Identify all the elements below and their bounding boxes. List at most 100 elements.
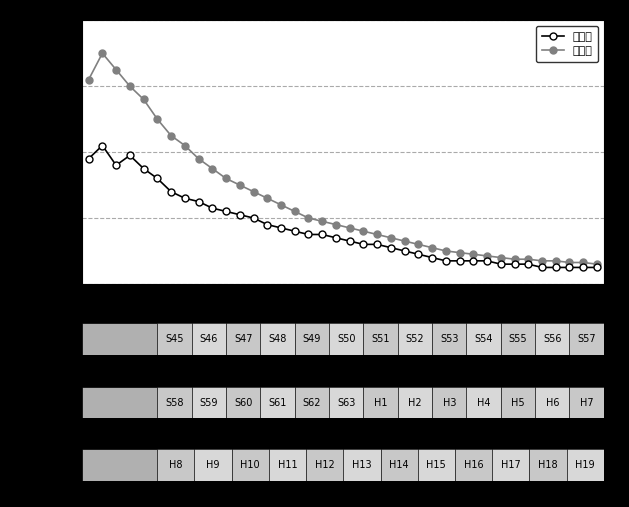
自排局 [525, 256, 532, 262]
一般局 [99, 142, 106, 149]
一般局 [291, 228, 299, 234]
自排局 [579, 260, 587, 266]
Line: 一般局: 一般局 [85, 142, 601, 271]
Text: H6: H6 [545, 397, 559, 408]
自排局 [304, 215, 312, 221]
自排局 [140, 96, 147, 102]
一般局 [167, 189, 175, 195]
自排局 [277, 202, 285, 208]
Text: H19: H19 [576, 460, 595, 470]
一般局 [511, 261, 518, 267]
一般局 [497, 261, 504, 267]
Text: S45: S45 [165, 334, 184, 344]
自排局 [552, 258, 560, 264]
一般局 [552, 265, 560, 271]
一般局 [140, 165, 147, 171]
Text: H18: H18 [538, 460, 558, 470]
Text: H1: H1 [374, 397, 387, 408]
自排局 [442, 248, 450, 254]
Text: S63: S63 [337, 397, 355, 408]
自排局 [236, 182, 243, 188]
一般局 [565, 265, 573, 271]
一般局 [442, 258, 450, 264]
自排局 [209, 165, 216, 171]
一般局 [85, 156, 92, 162]
Text: S53: S53 [440, 334, 459, 344]
Text: H12: H12 [315, 460, 335, 470]
自排局 [195, 156, 203, 162]
Text: S46: S46 [199, 334, 218, 344]
Text: S60: S60 [234, 397, 252, 408]
Text: S56: S56 [543, 334, 562, 344]
自排局 [113, 66, 120, 73]
一般局 [415, 251, 422, 257]
一般局 [113, 162, 120, 168]
Text: H13: H13 [352, 460, 372, 470]
Text: S55: S55 [509, 334, 527, 344]
一般局 [195, 199, 203, 205]
一般局 [126, 152, 133, 158]
一般局 [304, 231, 312, 237]
一般局 [153, 175, 161, 182]
自排局 [291, 208, 299, 214]
自排局 [469, 251, 477, 257]
自排局 [401, 238, 408, 244]
Text: S52: S52 [406, 334, 424, 344]
自排局 [346, 225, 353, 231]
Text: S62: S62 [303, 397, 321, 408]
一般局 [318, 231, 326, 237]
一般局 [387, 244, 394, 250]
一般局 [483, 258, 491, 264]
自排局 [85, 77, 92, 83]
Text: H4: H4 [477, 397, 491, 408]
Text: H15: H15 [426, 460, 446, 470]
自排局 [387, 235, 394, 241]
Line: 自排局: 自排局 [85, 50, 601, 268]
Text: H7: H7 [580, 397, 594, 408]
一般局 [236, 212, 243, 218]
Text: S61: S61 [269, 397, 287, 408]
Text: H8: H8 [169, 460, 182, 470]
自排局 [538, 258, 546, 264]
Text: H3: H3 [442, 397, 456, 408]
一般局 [181, 195, 189, 201]
Text: H9: H9 [206, 460, 220, 470]
自排局 [483, 253, 491, 259]
自排局 [360, 228, 367, 234]
自排局 [264, 195, 271, 201]
自排局 [181, 142, 189, 149]
Text: S47: S47 [234, 334, 252, 344]
Text: S51: S51 [371, 334, 390, 344]
Text: H11: H11 [277, 460, 298, 470]
一般局 [456, 258, 464, 264]
自排局 [222, 175, 230, 182]
一般局 [209, 205, 216, 211]
一般局 [222, 208, 230, 214]
自排局 [99, 50, 106, 56]
自排局 [497, 255, 504, 261]
自排局 [153, 116, 161, 122]
一般局 [401, 248, 408, 254]
一般局 [332, 235, 340, 241]
自排局 [456, 249, 464, 256]
自排局 [332, 222, 340, 228]
自排局 [126, 83, 133, 89]
Text: H5: H5 [511, 397, 525, 408]
一般局 [277, 225, 285, 231]
Text: S54: S54 [474, 334, 493, 344]
Text: H2: H2 [408, 397, 421, 408]
一般局 [428, 255, 436, 261]
一般局 [264, 222, 271, 228]
一般局 [525, 261, 532, 267]
Text: S48: S48 [269, 334, 287, 344]
Text: S58: S58 [165, 397, 184, 408]
自排局 [428, 244, 436, 250]
Text: S49: S49 [303, 334, 321, 344]
一般局 [469, 258, 477, 264]
自排局 [415, 241, 422, 247]
Text: S59: S59 [199, 397, 218, 408]
自排局 [167, 132, 175, 138]
一般局 [346, 238, 353, 244]
一般局 [360, 241, 367, 247]
Text: H14: H14 [389, 460, 409, 470]
